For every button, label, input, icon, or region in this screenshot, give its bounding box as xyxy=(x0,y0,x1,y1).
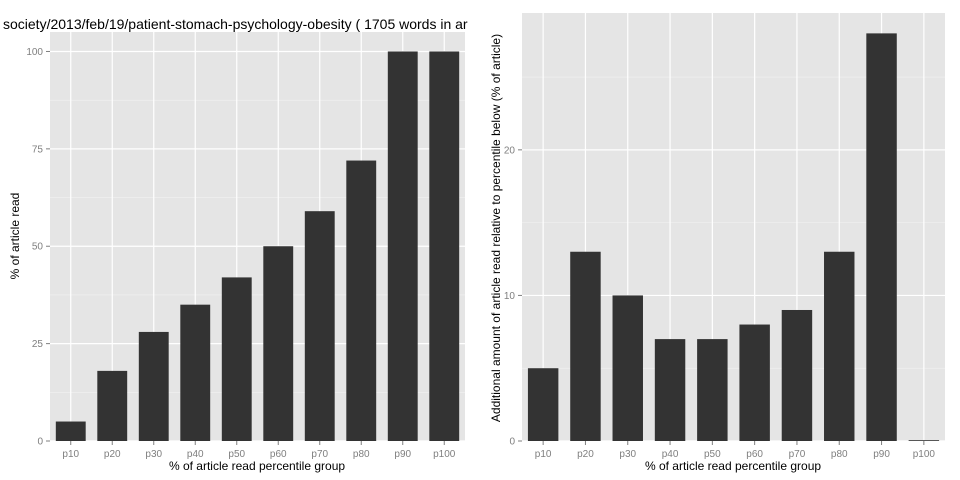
bar-p70 xyxy=(304,211,335,441)
x-tick-label: p60 xyxy=(270,449,287,460)
y-tick-label: 50 xyxy=(32,242,44,253)
x-tick-label: p50 xyxy=(228,449,245,460)
x-tick-label: p60 xyxy=(746,449,763,460)
x-axis-title: % of article read percentile group xyxy=(645,459,821,473)
chart-additional-read: 0 10 20 p10 p20 p30 p40 p50 p60 p70 p80 p90 p100 % … xyxy=(489,13,945,473)
x-tick-label: p10 xyxy=(62,449,79,460)
y-tick-label: 10 xyxy=(504,291,516,302)
bar-p70 xyxy=(781,309,813,441)
bar-p10 xyxy=(55,421,86,441)
x-tick-label: p80 xyxy=(831,449,848,460)
y-tick-label: 75 xyxy=(32,144,44,155)
bar-p10 xyxy=(527,368,559,441)
bar-p100 xyxy=(429,51,460,441)
y-axis: 0 10 20 xyxy=(504,145,522,448)
bar-p90 xyxy=(866,33,897,441)
x-tick-label: p70 xyxy=(789,449,806,460)
bar-p90 xyxy=(387,51,418,441)
x-tick-label: p20 xyxy=(577,449,594,460)
y-tick-label: 25 xyxy=(32,339,44,350)
bars xyxy=(527,33,940,441)
y-axis-title: % of article read xyxy=(8,193,22,280)
x-tick-label: p10 xyxy=(535,449,552,460)
y-tick-label: 20 xyxy=(504,145,516,156)
bar-p30 xyxy=(612,295,643,441)
x-tick-label: p70 xyxy=(311,449,328,460)
y-tick-label: 0 xyxy=(509,437,515,448)
x-axis: p10 p20 p30 p40 p50 p60 p70 p80 p90 p100 xyxy=(535,441,936,460)
x-tick-label: p100 xyxy=(913,449,936,460)
x-tick-label: p40 xyxy=(187,449,204,460)
x-tick-label: p30 xyxy=(145,449,162,460)
y-tick-label: 100 xyxy=(26,47,43,58)
bar-p40 xyxy=(180,304,211,441)
y-axis-title: Additional amount of article read relati… xyxy=(489,34,503,422)
x-axis: p10 p20 p30 p40 p50 p60 p70 p80 p90 p100 xyxy=(62,441,456,460)
bar-p50 xyxy=(221,277,252,441)
bar-p80 xyxy=(824,251,855,441)
x-tick-label: p40 xyxy=(662,449,679,460)
x-tick-label: p30 xyxy=(619,449,636,460)
bar-p100 xyxy=(908,440,940,441)
y-axis: 0 25 50 75 100 xyxy=(26,47,50,448)
x-tick-label: p80 xyxy=(353,449,370,460)
x-tick-label: p90 xyxy=(394,449,411,460)
bar-p20 xyxy=(570,251,601,441)
bar-p80 xyxy=(346,160,377,442)
bar-p50 xyxy=(697,339,728,441)
x-tick-label: p90 xyxy=(873,449,890,460)
y-tick-label: 0 xyxy=(37,437,43,448)
chart-title: society/2013/feb/19/patient-stomach-psyc… xyxy=(3,16,468,32)
bar-p20 xyxy=(97,370,128,441)
bars xyxy=(55,51,460,442)
bar-p40 xyxy=(654,339,686,441)
x-tick-label: p50 xyxy=(704,449,721,460)
x-axis-title: % of article read percentile group xyxy=(169,459,345,473)
bar-p30 xyxy=(138,331,169,441)
x-tick-label: p100 xyxy=(433,449,456,460)
bar-p60 xyxy=(739,324,770,441)
bar-p60 xyxy=(263,246,294,441)
x-tick-label: p20 xyxy=(104,449,121,460)
